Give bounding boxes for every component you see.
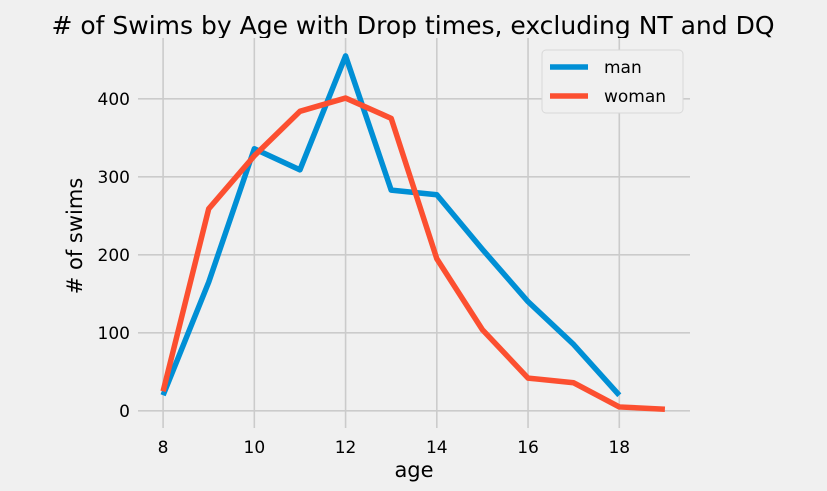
y-tick-label: 0 [119,402,130,422]
x-tick-label: 14 [426,438,448,458]
x-tick-label: 16 [517,438,539,458]
legend-label-man: man [604,58,642,78]
series-line-man [160,53,622,398]
x-axis-label: age [394,458,433,482]
y-tick-label: 400 [98,90,130,110]
y-tick-label: 200 [98,246,130,266]
legend-label-woman: woman [604,87,666,107]
y-tick-label: 300 [98,168,130,188]
series-layer [160,53,666,413]
x-tick-label: 8 [158,438,169,458]
legend: man woman [541,49,684,114]
y-axis-label: # of swims [63,178,87,295]
series-line-woman [160,95,666,413]
tick-layer: 8 10 12 14 16 18 0 100 200 300 400 [98,90,631,458]
chart-title: # of Swims by Age with Drop times, exclu… [51,11,774,40]
y-tick-label: 100 [98,324,130,344]
x-tick-label: 10 [244,438,266,458]
x-tick-label: 18 [608,438,630,458]
x-tick-label: 12 [335,438,357,458]
